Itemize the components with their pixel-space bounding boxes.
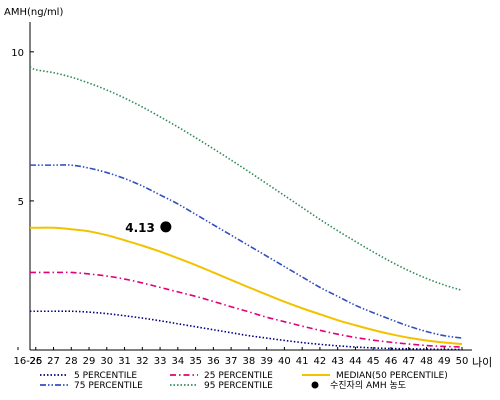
x-tick-label: 42 <box>314 356 327 367</box>
x-tick-label: 38 <box>243 356 256 367</box>
x-tick-label: 48 <box>420 356 433 367</box>
legend-point-marker <box>311 381 319 389</box>
patient-point <box>160 221 172 233</box>
legend-label-0: 5 PERCENTILE <box>74 371 137 381</box>
x-tick-label: 28 <box>65 356 78 367</box>
x-tick-label: 36 <box>207 356 220 367</box>
x-tick-label: 32 <box>136 356 149 367</box>
legend-label-4: 95 PERCENTILE <box>204 381 273 391</box>
x-tick-label: 16-25 <box>13 356 42 367</box>
y-tick-label: 5 <box>18 197 24 208</box>
x-tick-label: 50 <box>456 356 469 367</box>
x-tick-label: 30 <box>100 356 113 367</box>
x-tick-label: 46 <box>385 356 398 367</box>
patient-point-label: 4.13 <box>125 221 155 235</box>
series-line-1 <box>29 271 463 348</box>
y-ticks: 5 10 <box>11 48 34 208</box>
x-tick-label: 27 <box>47 356 60 367</box>
x-tick-label: 41 <box>296 356 309 367</box>
x-tick-label: 39 <box>260 356 273 367</box>
x-tick-label: 34 <box>171 356 184 367</box>
legend-label-3: 75 PERCENTILE <box>74 381 143 391</box>
x-tick-label: 43 <box>331 356 344 367</box>
x-tick-label: 45 <box>367 356 380 367</box>
x-tick-label: 44 <box>349 356 362 367</box>
x-tick-label: 47 <box>402 356 415 367</box>
series-line-0 <box>29 310 463 351</box>
x-tick-label: 37 <box>225 356 238 367</box>
series-group <box>29 66 463 351</box>
x-tick-label: 31 <box>118 356 131 367</box>
x-axis-label: 나이 <box>472 356 492 369</box>
x-tick-label: 35 <box>189 356 202 367</box>
x-tick-label: 26 <box>29 356 42 367</box>
y-tick-label: 10 <box>11 48 24 59</box>
legend: 5 PERCENTILE 25 PERCENTILE MEDIAN(50 PERCE… <box>40 371 448 391</box>
x-tick-label: 33 <box>154 356 167 367</box>
legend-label-2: MEDIAN(50 PERCENTILE) <box>336 371 448 381</box>
legend-label-1: 25 PERCENTILE <box>204 371 273 381</box>
x-tick-label: 49 <box>438 356 451 367</box>
y-axis-label: AMH(ng/ml) <box>4 7 63 18</box>
patient-point-group: 4.13 <box>125 221 172 235</box>
x-tick-label: 40 <box>278 356 291 367</box>
series-line-4 <box>29 66 463 292</box>
x-tick-label: 29 <box>83 356 96 367</box>
legend-point-label: 수진자의 AMH 농도 <box>330 380 406 391</box>
series-line-3 <box>29 164 463 339</box>
series-line-2 <box>29 226 463 346</box>
